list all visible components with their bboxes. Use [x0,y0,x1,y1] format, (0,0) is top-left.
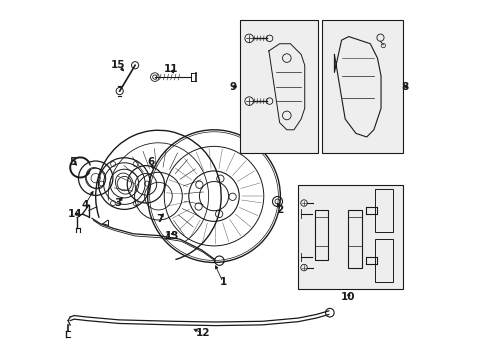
Text: 4: 4 [81,200,88,210]
Bar [374,239,392,282]
Text: 10: 10 [341,292,355,302]
Text: 3: 3 [114,198,122,208]
Bar [321,21,403,153]
Text: 9: 9 [229,82,236,92]
Bar [374,189,392,232]
Text: 7: 7 [156,215,163,224]
Bar [314,210,328,260]
Text: 12: 12 [196,328,210,338]
Text: 6: 6 [146,157,154,167]
Text: 8: 8 [401,82,408,92]
Circle shape [131,62,139,69]
Text: 15: 15 [111,60,125,70]
Bar [297,185,403,289]
Text: 2: 2 [275,206,283,216]
Bar [240,21,318,153]
Text: 14: 14 [68,209,82,219]
Circle shape [116,87,123,95]
Text: 1: 1 [219,277,226,287]
Text: 5: 5 [69,157,77,167]
Text: 13: 13 [164,231,179,240]
Text: 11: 11 [163,64,178,74]
Bar [347,210,362,267]
